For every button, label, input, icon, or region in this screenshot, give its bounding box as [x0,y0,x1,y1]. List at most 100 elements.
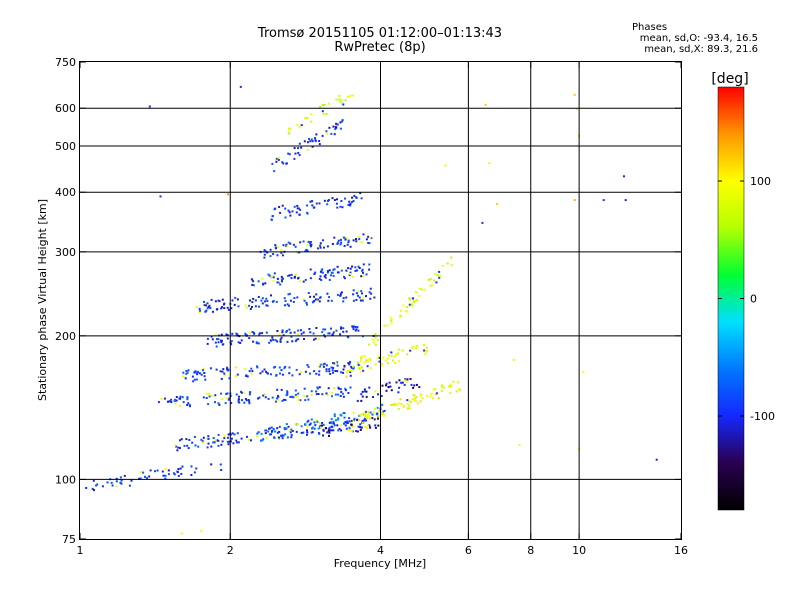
data-point [362,296,365,299]
data-point [304,370,307,373]
data-point [306,303,308,306]
data-point [203,304,206,307]
data-point [337,417,340,420]
data-point [347,203,350,206]
data-point [602,199,605,202]
data-point [312,426,315,429]
data-point [365,238,368,241]
data-point [376,406,379,409]
data-point [281,373,284,376]
data-point [319,363,322,366]
data-point [289,395,292,398]
data-point [193,371,196,374]
data-point [357,290,360,293]
data-point [212,310,214,313]
data-point [318,422,321,425]
data-point [386,324,389,327]
data-point [383,324,386,327]
data-point [355,196,358,199]
data-point [388,381,391,384]
data-point [318,364,321,367]
data-point [325,368,328,371]
y-tick-label: 300 [55,246,76,259]
data-point [266,304,269,307]
data-point [332,362,334,364]
data-point [352,289,355,292]
data-point [365,395,368,398]
data-point [244,398,247,400]
data-point [268,274,271,277]
data-point [351,196,354,199]
data-point [342,297,345,300]
data-point [349,267,352,270]
data-point [256,435,259,438]
data-point [298,373,301,376]
data-point [388,354,390,357]
data-point [294,245,297,248]
data-point [339,413,342,416]
data-point [404,378,407,381]
data-point [85,487,88,489]
data-point [266,300,269,302]
data-point [207,306,210,308]
data-point [347,241,350,244]
data-point [425,346,428,349]
data-point [298,251,301,254]
data-point [236,432,239,435]
data-point [179,397,182,400]
data-point [369,411,372,414]
data-point [248,337,251,340]
data-point [182,375,185,378]
data-point [367,242,370,244]
data-point [327,299,330,302]
data-point [332,420,335,423]
data-point [332,268,335,271]
data-point [294,273,297,276]
data-point [317,427,320,430]
data-point [284,399,287,401]
data-point [414,400,417,403]
data-point [342,412,345,415]
data-point [224,402,227,405]
data-point [323,199,326,202]
data-point [214,300,217,303]
data-point [317,247,319,250]
data-point [340,269,343,272]
data-point [347,392,350,394]
data-point [216,308,219,311]
data-point [357,366,360,369]
data-point [231,432,234,435]
data-point [244,304,247,307]
data-point [325,392,328,395]
data-point [206,337,209,340]
data-point [207,442,210,445]
data-point [334,370,337,372]
data-point [441,384,444,387]
data-point [305,301,308,304]
data-point [328,431,331,434]
data-point [326,393,329,396]
data-point [194,444,197,447]
data-point [226,369,229,372]
data-point [363,417,366,420]
data-point [326,292,329,295]
data-point [354,266,357,269]
data-point [359,426,362,429]
data-point [223,434,226,437]
data-point [352,299,355,302]
data-point [328,368,331,371]
data-point [229,440,232,443]
data-point [345,330,348,333]
data-point [207,437,210,440]
data-point [195,378,198,381]
data-point [278,206,281,208]
data-point [212,437,215,440]
data-point [319,246,322,249]
data-point [348,420,351,423]
data-point [279,340,282,343]
data-point [208,395,211,398]
data-point [285,423,288,426]
colorbar [717,86,745,511]
data-point [96,483,99,486]
data-point [438,270,441,273]
